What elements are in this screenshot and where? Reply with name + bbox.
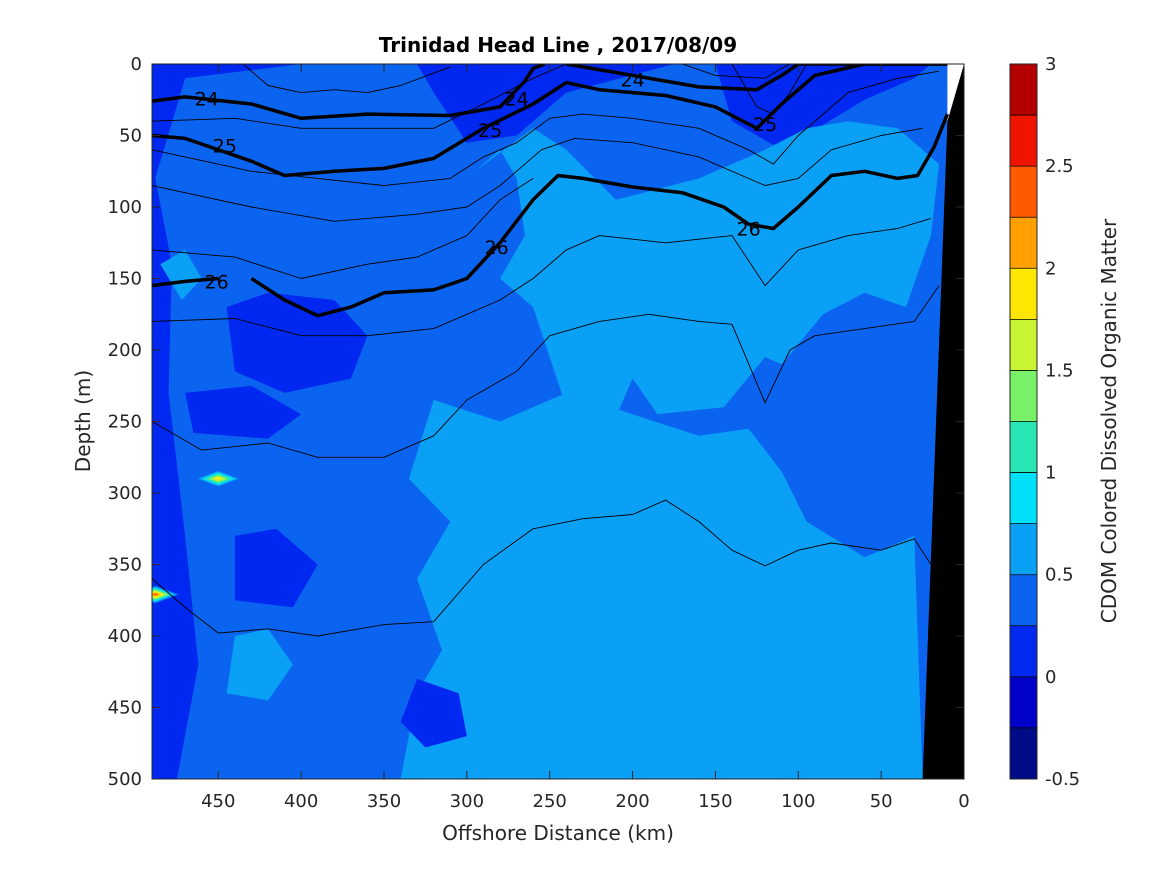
- x-tick-label: 50: [870, 791, 893, 812]
- colorbar-bin: [1010, 268, 1037, 320]
- colorbar-tick-label: 2: [1045, 258, 1056, 279]
- cdom-region: [185, 385, 302, 439]
- x-tick-label: 450: [201, 791, 235, 812]
- colorbar-bin: [1010, 64, 1037, 116]
- density-contour-thin: [682, 64, 791, 79]
- contour-label: 26: [485, 237, 509, 259]
- colorbar-tick-label: 1.5: [1045, 360, 1074, 381]
- density-contour-thin: [152, 64, 567, 129]
- contour-label: 26: [205, 271, 229, 293]
- colorbar-bin: [1010, 523, 1037, 575]
- density-contour-thin: [242, 64, 451, 94]
- x-tick-label: 400: [284, 791, 318, 812]
- colorbar-tick-label: 3: [1045, 54, 1056, 75]
- contour-label: 25: [478, 120, 502, 142]
- colorbar-bin: [1010, 166, 1037, 218]
- cdom-region: [475, 121, 940, 436]
- colorbar-tick-label: 0: [1045, 667, 1056, 688]
- colorbar: -0.5 0 0.5 1 1.5 2 2.5 3: [1009, 54, 1080, 790]
- density-contour-bold: [152, 64, 546, 121]
- x-tick-label: 0: [958, 791, 969, 812]
- y-axis: 0 50 100 150 200 250 300 350 400 450 500: [108, 54, 964, 790]
- cdom-region: [160, 249, 202, 300]
- cdom-region: [226, 628, 293, 701]
- colorbar-bin: [1010, 319, 1037, 371]
- cdom-region: [226, 292, 368, 393]
- density-contour-thin: [152, 178, 534, 279]
- colorbar-bin: [1010, 676, 1037, 728]
- colorbar-label: CDOM Colored Dissolved Organic Matter: [1097, 218, 1121, 623]
- contour-label: 26: [737, 219, 761, 241]
- y-tick-label: 150: [108, 269, 142, 290]
- colorbar-tick-label: 1: [1045, 463, 1056, 484]
- colorbar-bin: [1010, 625, 1037, 677]
- contour-label: 24: [505, 88, 529, 110]
- colorbar-bin: [1010, 472, 1037, 524]
- cdom-region: [400, 392, 923, 779]
- y-tick-label: 200: [108, 340, 142, 361]
- density-contour-thin: [152, 285, 940, 458]
- y-tick-label: 450: [108, 698, 142, 719]
- density-contour-thin: [152, 127, 923, 222]
- density-contour-bold: [565, 64, 948, 92]
- x-axis: 450 400 350 300 250 200 150 100 50 0: [201, 64, 970, 812]
- cdom-hotspot: [214, 477, 222, 480]
- density-contour-bold: [152, 276, 219, 288]
- y-tick-label: 300: [108, 483, 142, 504]
- y-axis-label: Depth (m): [71, 370, 95, 472]
- y-tick-label: 400: [108, 626, 142, 647]
- colorbar-bin: [1010, 574, 1037, 626]
- cdom-hotspot: [152, 593, 158, 596]
- x-tick-label: 250: [533, 791, 567, 812]
- y-tick-label: 0: [131, 54, 142, 75]
- y-tick-label: 250: [108, 412, 142, 433]
- y-tick-label: 500: [108, 769, 142, 790]
- cdom-regions: [152, 64, 940, 779]
- colorbar-bin: [1010, 217, 1037, 269]
- colorbar-frame: [1009, 63, 1038, 780]
- y-tick-label: 50: [119, 126, 142, 147]
- contour-label: 25: [753, 114, 777, 136]
- x-tick-label: 100: [781, 791, 815, 812]
- x-tick-label: 200: [615, 791, 649, 812]
- cdom-region: [152, 64, 302, 779]
- contour-label: 24: [195, 88, 219, 110]
- chart-title: Trinidad Head Line , 2017/08/09: [379, 33, 737, 57]
- x-tick-label: 150: [698, 791, 732, 812]
- density-contour-bold: [250, 113, 950, 318]
- x-axis-label: Offshore Distance (km): [442, 821, 674, 845]
- x-tick-label: 350: [367, 791, 401, 812]
- colorbar-tick-label: -0.5: [1045, 769, 1080, 790]
- cdom-region: [400, 678, 467, 748]
- bathymetry-mask: [922, 64, 964, 779]
- colorbar-bin: [1010, 421, 1037, 473]
- cdom-region: [715, 64, 931, 150]
- cdom-hotspots: [152, 469, 243, 604]
- y-tick-label: 350: [108, 555, 142, 576]
- y-tick-label: 100: [108, 197, 142, 218]
- colorbar-tick-label: 0.5: [1045, 565, 1074, 586]
- density-contour-thin: [152, 499, 932, 637]
- density-contour-bold: [152, 64, 948, 178]
- colorbar-bin: [1010, 370, 1037, 422]
- colorbar-bin: [1010, 115, 1037, 167]
- contour-label: 25: [213, 136, 237, 158]
- cdom-region: [152, 64, 674, 143]
- cdom-region: [234, 528, 318, 608]
- colorbar-bin: [1010, 727, 1037, 779]
- density-contour-thin: [152, 70, 940, 187]
- density-contour-thin: [152, 217, 932, 337]
- no-data-mask: [947, 64, 964, 122]
- density-contour-thin: [731, 64, 807, 115]
- seafloor-masks: [922, 64, 964, 779]
- contour-label: 24: [621, 70, 645, 92]
- colorbar-tick-label: 2.5: [1045, 156, 1074, 177]
- x-tick-label: 300: [450, 791, 484, 812]
